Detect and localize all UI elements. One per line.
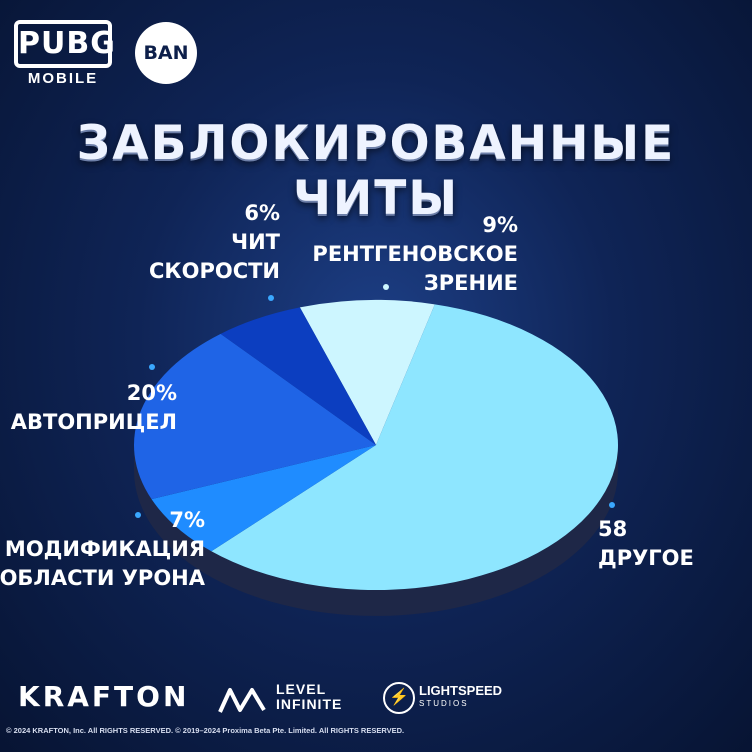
pie-slice	[220, 307, 376, 445]
pie-slice	[211, 304, 618, 590]
label-dot	[609, 502, 615, 508]
data-label-value: 20%	[127, 381, 177, 405]
level-infinite-icon	[218, 688, 266, 713]
data-label-value: 9%	[482, 213, 518, 237]
pubg-mobile-logo: PUBG MOBILE	[14, 20, 115, 90]
footer-logos: KRAFTON LEVEL INFINITE ⚡ LIGHTSPEED STUD…	[18, 680, 738, 720]
level-infinite-text: LEVEL INFINITE	[276, 681, 343, 712]
data-label-category: ОБЛАСТИ УРОНА	[0, 566, 206, 590]
data-label-value: 6%	[244, 201, 280, 225]
page-title: ЗАБЛОКИРОВАННЫЕ ЧИТЫ	[76, 116, 676, 226]
lightspeed-sub: STUDIOS	[419, 699, 469, 708]
lightspeed-text: LIGHTSPEED	[419, 683, 503, 698]
label-dot	[135, 512, 141, 518]
data-label-category: ДРУГОЕ	[598, 546, 694, 570]
pubg-logo-text: PUBG	[14, 20, 115, 68]
lightspeed-logo: ⚡ LIGHTSPEED STUDIOS	[383, 680, 523, 716]
ban-badge: BAN	[135, 22, 197, 84]
krafton-logo: KRAFTON	[18, 680, 190, 713]
pie-slice	[151, 445, 376, 552]
data-label-category: СКОРОСТИ	[149, 259, 280, 283]
data-label-category: МОДИФИКАЦИЯ	[5, 537, 205, 561]
pubg-logo-sub: MOBILE	[27, 70, 99, 87]
level-infinite-logo: LEVEL INFINITE	[218, 682, 368, 718]
data-label-value: 58	[598, 517, 627, 541]
data-label-category: РЕНТГЕНОВСКОЕ	[312, 242, 518, 266]
pie-side	[134, 445, 618, 616]
copyright-text: © 2024 KRAFTON, Inc. All RIGHTS RESERVED…	[6, 726, 405, 735]
data-label-category: ЗРЕНИЕ	[424, 271, 518, 295]
data-label-value: 7%	[169, 508, 205, 532]
lightning-icon: ⚡	[383, 682, 415, 714]
pie-slice	[299, 300, 435, 445]
data-label-category: ЧИТ	[231, 230, 281, 254]
label-dot	[268, 295, 274, 301]
label-dot	[383, 284, 389, 290]
pie-slice	[134, 333, 376, 500]
label-dot	[149, 364, 155, 370]
data-label-category: АВТОПРИЦЕЛ	[11, 410, 177, 434]
